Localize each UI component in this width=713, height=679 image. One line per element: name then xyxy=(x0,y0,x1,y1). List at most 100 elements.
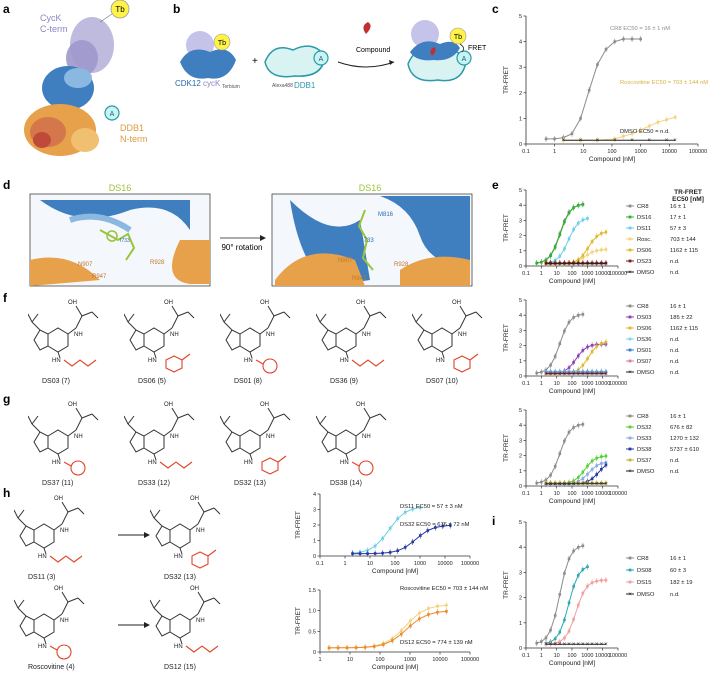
legend-label-DS03: DS03 xyxy=(637,315,652,321)
svg-text:NH: NH xyxy=(170,332,179,338)
data-point: × xyxy=(665,138,669,144)
molecule-name-f-0: DS03 (7) xyxy=(42,378,71,385)
legend-value-DS01: n.d. xyxy=(670,348,680,354)
legend-marker xyxy=(628,458,632,462)
y-tick-label: 2 xyxy=(519,344,522,350)
y-tick-label: 4 xyxy=(313,492,316,498)
y-tick-label: 1 xyxy=(519,469,522,475)
data-point: × xyxy=(549,642,553,648)
data-point: × xyxy=(604,642,608,648)
x-tick-label: 1000 xyxy=(581,271,593,277)
cdk12-cyck-complex: Tb xyxy=(180,31,236,79)
x-tick-label: 1 xyxy=(318,657,321,663)
svg-text:OH: OH xyxy=(356,300,365,306)
y-tick-label: 4 xyxy=(519,313,522,319)
legend-value-DS16: 17 ± 1 xyxy=(670,215,686,221)
data-point: × xyxy=(581,372,585,378)
legend-value-DS36: n.d. xyxy=(670,337,680,343)
y-tick-label: 3 xyxy=(313,508,316,514)
y-tick-label: 0 xyxy=(313,650,316,656)
data-point: × xyxy=(577,642,581,648)
x-tick-label: 10000 xyxy=(432,657,447,663)
series-line-DS15 xyxy=(545,579,607,645)
x-axis-label: Compound [nM] xyxy=(589,156,635,163)
legend-label-Rosc.: Rosc. xyxy=(637,237,652,243)
svg-text:HN: HN xyxy=(52,460,61,466)
legend-value-DS15: 182 ± 19 xyxy=(670,580,693,586)
series-line-DS11 xyxy=(352,507,421,554)
data-point: × xyxy=(558,482,562,488)
x-tick-label: 100000 xyxy=(461,561,479,567)
x-tick-label: 10 xyxy=(554,271,560,277)
x-tick-label: 10000 xyxy=(595,653,610,659)
terbium-marker xyxy=(110,0,130,19)
legend-marker xyxy=(628,414,632,418)
svg-text:OH: OH xyxy=(190,586,199,592)
y-tick-label: 0 xyxy=(519,374,522,380)
h-arrow-1 xyxy=(118,622,150,628)
legend-label-DS38: DS38 xyxy=(637,447,652,453)
data-point: × xyxy=(558,642,562,648)
rotation-label: 90° rotation xyxy=(221,243,262,252)
series-line-DS11 xyxy=(545,217,588,264)
legend-marker: × xyxy=(628,592,632,598)
ddb1-b-label: DDB1 xyxy=(294,81,316,90)
data-point: × xyxy=(553,642,557,648)
svg-text:HN: HN xyxy=(38,554,47,560)
legend-label-DS06: DS06 xyxy=(637,248,652,254)
data-point: × xyxy=(577,262,581,268)
data-point: × xyxy=(586,262,590,268)
y-axis-label: TR-FRET xyxy=(503,434,510,462)
svg-text:HN: HN xyxy=(38,644,47,650)
series-line-DS08 xyxy=(545,566,588,644)
legend-value-DMSO: n.d. xyxy=(670,592,680,598)
y-axis-label: TR-FRET xyxy=(503,214,510,242)
compound-label: Compound xyxy=(356,47,390,54)
data-point: × xyxy=(562,138,566,144)
ddb1-label: DDB1 xyxy=(120,123,144,133)
legend-marker: × xyxy=(628,469,632,475)
legend-value-DS37: n.d. xyxy=(670,458,680,464)
panel-a-structure: Tb CycK C-term A DDB1 N-term xyxy=(24,0,148,156)
molecule-name-f-2: DS01 (8) xyxy=(234,378,263,385)
y-tick-label: 3 xyxy=(519,218,522,224)
x-tick-label: 1000 xyxy=(581,491,593,497)
panel-label-a: a xyxy=(3,2,10,16)
x-tick-label: 1000 xyxy=(404,657,416,663)
legend-value-DS38: 5737 ± 610 xyxy=(670,447,699,453)
y-tick-label: 1 xyxy=(519,359,522,365)
data-point: × xyxy=(596,138,600,144)
legend-value-CR8: 16 ± 1 xyxy=(670,304,686,310)
data-point: × xyxy=(581,642,585,648)
legend-label-DMSO: DMSO xyxy=(637,370,655,376)
svg-text:OH: OH xyxy=(452,300,461,306)
data-point: × xyxy=(604,372,608,378)
legend-label-DS23: DS23 xyxy=(637,259,652,265)
alexa-marker xyxy=(104,105,120,121)
panel-label-d: d xyxy=(3,178,11,192)
y-tick-label: 1 xyxy=(519,116,522,122)
y-axis-label: TR-FRET xyxy=(503,66,510,94)
data-point: × xyxy=(572,262,576,268)
data-point: × xyxy=(590,482,594,488)
legend-label-DS15: DS15 xyxy=(637,580,652,586)
svg-text:NH: NH xyxy=(74,434,83,440)
legend-marker xyxy=(628,259,632,263)
data-point: × xyxy=(590,642,594,648)
legend-marker xyxy=(628,568,632,572)
molecule-name-f-3: DS36 (9) xyxy=(330,378,359,385)
legend-value-Rosc.: 703 ± 144 xyxy=(670,237,697,243)
x-tick-label: 1 xyxy=(540,381,543,387)
svg-text:HN: HN xyxy=(148,358,157,364)
svg-text:OH: OH xyxy=(68,300,77,306)
data-point: × xyxy=(600,372,604,378)
x-tick-label: 1000 xyxy=(414,561,426,567)
left-res-r947: R947 xyxy=(92,274,107,280)
svg-text:NH: NH xyxy=(458,332,467,338)
x-axis-label: Compound [nM] xyxy=(549,388,595,395)
chart-c: 0.1 1 10 100 1000 10000 100000 0 1 2 3 4 5 Compound [… xyxy=(503,14,708,163)
panel-label-f: f xyxy=(3,291,7,305)
legend-label-DS37: DS37 xyxy=(637,458,652,464)
data-point: × xyxy=(613,138,617,144)
data-point: × xyxy=(590,262,594,268)
